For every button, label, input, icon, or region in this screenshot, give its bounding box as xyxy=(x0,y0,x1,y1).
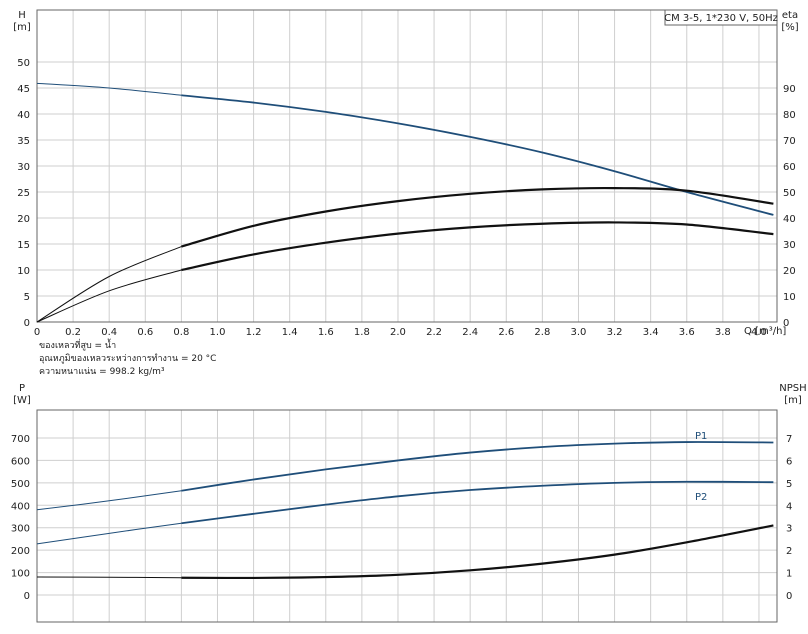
bottom-left-tick-label: 200 xyxy=(11,546,30,557)
bottom-series-p1-line xyxy=(181,441,774,492)
bottom-left-axis-title: P xyxy=(19,383,25,394)
top-left-tick-label: 5 xyxy=(24,292,30,303)
top-series-2-line xyxy=(181,221,774,272)
bottom-right-tick-label: 4 xyxy=(786,501,792,512)
bottom-series-p1-extrapolated xyxy=(36,490,182,511)
top-series-0-extrapolated xyxy=(36,82,182,96)
top-right-tick-label: 10 xyxy=(783,292,796,303)
top-right-axis-title: eta xyxy=(782,10,798,21)
series-label-p1: P1 xyxy=(695,431,707,442)
top-plot-frame xyxy=(36,9,778,323)
top-right-axis-unit: [%] xyxy=(781,22,798,33)
x-tick-label: 4.0 xyxy=(751,327,767,338)
top-series-0-line xyxy=(181,94,774,216)
bottom-right-axis-title: NPSH xyxy=(779,383,806,394)
top-right-tick-label: 30 xyxy=(783,240,796,251)
x-tick-label: 3.8 xyxy=(715,327,731,338)
bottom-right-tick-label: 5 xyxy=(786,479,792,490)
bottom-series-lines xyxy=(36,441,774,580)
top-left-tick-label: 0 xyxy=(24,318,30,329)
x-tick-label: 1.2 xyxy=(246,327,262,338)
chart-title-frame xyxy=(664,9,778,26)
bottom-left-tick-label: 500 xyxy=(11,479,30,490)
bottom-left-tick-label: 400 xyxy=(11,501,30,512)
x-tick-label: 3.4 xyxy=(643,327,659,338)
x-tick-label: 3.0 xyxy=(571,327,587,338)
bottom-right-axis-unit: [m] xyxy=(784,395,802,406)
top-right-tick-label: 50 xyxy=(783,188,796,199)
bottom-series-p2-extrapolated xyxy=(36,522,182,545)
top-right-tick-label: 20 xyxy=(783,266,796,277)
bottom-tick-labels: 0 100 200 300 400 500 600 700 0 1 2 3 4 5 6 7 xyxy=(11,434,792,602)
top-series-1-line xyxy=(181,186,774,248)
top-left-tick-label: 25 xyxy=(17,188,30,199)
bottom-left-tick-label: 600 xyxy=(11,456,30,467)
top-right-tick-label: 60 xyxy=(783,162,796,173)
top-left-tick-label: 45 xyxy=(17,84,30,95)
x-tick-label: 2.2 xyxy=(426,327,442,338)
note-liquid: ของเหลวที่สูบ = น้ำ xyxy=(39,338,116,351)
top-left-axis-unit: [m] xyxy=(13,22,31,33)
bottom-series-2-line xyxy=(181,524,774,580)
x-tick-label: 3.2 xyxy=(607,327,623,338)
bottom-left-tick-label: 700 xyxy=(11,434,30,445)
bottom-left-tick-label: 300 xyxy=(11,524,30,535)
top-grid xyxy=(36,10,777,323)
bottom-series-2-extrapolated xyxy=(36,576,182,579)
top-left-tick-label: 30 xyxy=(17,162,30,173)
x-tick-label: 1.6 xyxy=(318,327,334,338)
note-temperature: อุณหภูมิของเหลวระหว่างการทำงาน = 20 °C xyxy=(39,353,216,364)
x-tick-label: 2.8 xyxy=(534,327,550,338)
x-tick-label: 3.6 xyxy=(679,327,695,338)
top-right-tick-label: 0 xyxy=(783,318,789,329)
top-right-tick-label: 40 xyxy=(783,214,796,225)
top-right-tick-label: 70 xyxy=(783,136,796,147)
bottom-right-tick-label: 0 xyxy=(786,591,792,602)
top-series-lines xyxy=(36,82,774,323)
bottom-right-tick-label: 6 xyxy=(786,456,792,467)
bottom-series-p2-line xyxy=(181,480,774,525)
top-left-tick-label: 20 xyxy=(17,214,30,225)
top-left-axis-title: H xyxy=(18,10,26,21)
top-tick-labels: 0 0.2 0.4 0.6 0.8 1.0 1.2 1.4 1.6 1.8 2.0 2.2 2.4 2.6… xyxy=(17,58,795,338)
bottom-left-tick-label: 0 xyxy=(24,591,30,602)
series-label-p2: P2 xyxy=(695,492,707,503)
x-tick-label: 0.2 xyxy=(65,327,81,338)
x-axis-label: Q [m³/h] xyxy=(744,326,786,337)
top-left-tick-label: 10 xyxy=(17,266,30,277)
bottom-right-tick-label: 1 xyxy=(786,569,792,580)
top-left-tick-label: 50 xyxy=(17,58,30,69)
x-tick-label: 2.6 xyxy=(498,327,514,338)
bottom-right-tick-label: 7 xyxy=(786,434,792,445)
x-tick-label: 0.4 xyxy=(101,327,117,338)
x-tick-label: 0 xyxy=(34,327,40,338)
chart-title: CM 3-5, 1*230 V, 50Hz xyxy=(664,13,778,24)
x-tick-label: 1.0 xyxy=(210,327,226,338)
bottom-left-axis-unit: [W] xyxy=(13,395,31,406)
x-tick-label: 0.8 xyxy=(173,327,189,338)
top-series-2-extrapolated xyxy=(36,269,182,323)
x-tick-label: 2.4 xyxy=(462,327,478,338)
x-tick-label: 1.8 xyxy=(354,327,370,338)
top-left-tick-label: 40 xyxy=(17,110,30,121)
bottom-right-tick-label: 3 xyxy=(786,524,792,535)
bottom-plot-frame xyxy=(36,409,778,623)
x-tick-label: 2.0 xyxy=(390,327,406,338)
note-density: ความหนาแน่น = 998.2 kg/m³ xyxy=(39,367,165,377)
x-tick-label: 0.6 xyxy=(137,327,153,338)
bottom-right-tick-label: 2 xyxy=(786,546,792,557)
top-left-tick-label: 15 xyxy=(17,240,30,251)
x-tick-label: 1.4 xyxy=(282,327,298,338)
bottom-left-tick-label: 100 xyxy=(11,569,30,580)
top-series-1-extrapolated xyxy=(36,246,182,323)
top-right-tick-label: 80 xyxy=(783,110,796,121)
chart-title-box: CM 3-5, 1*230 V, 50Hz xyxy=(664,9,778,26)
top-right-tick-label: 90 xyxy=(783,84,796,95)
top-left-tick-label: 35 xyxy=(17,136,30,147)
bottom-grid xyxy=(36,410,777,622)
